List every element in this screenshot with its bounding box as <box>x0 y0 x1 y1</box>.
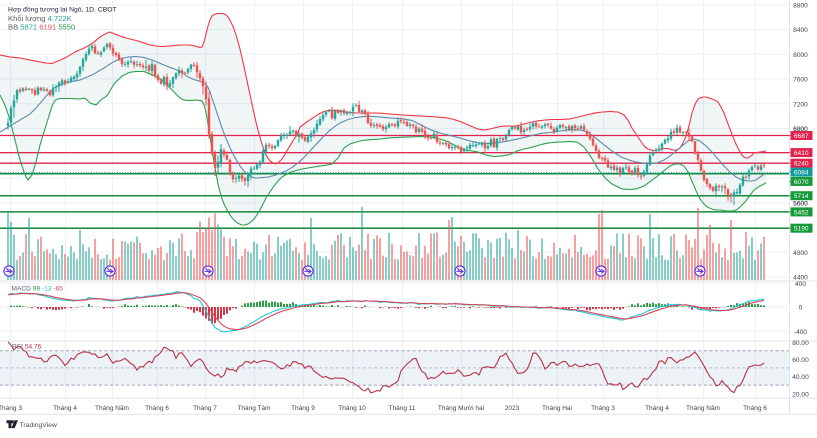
svg-text:5190: 5190 <box>794 226 809 233</box>
svg-text:8400: 8400 <box>793 27 808 34</box>
svg-text:-400: -400 <box>794 329 808 336</box>
svg-text:7200: 7200 <box>793 101 808 108</box>
svg-text:60.00: 60.00 <box>792 357 809 364</box>
svg-text:6240: 6240 <box>794 161 809 168</box>
svg-text:BB 5871 6191 5550: BB 5871 6191 5550 <box>8 23 75 32</box>
svg-text:5600: 5600 <box>793 200 808 207</box>
svg-text:Tháng 11: Tháng 11 <box>389 405 416 412</box>
svg-text:6084: 6084 <box>794 169 809 176</box>
svg-text:6410: 6410 <box>794 150 809 157</box>
svg-text:Tháng Mười hai: Tháng Mười hai <box>438 405 484 412</box>
svg-text:6687: 6687 <box>794 133 809 140</box>
svg-text:8800: 8800 <box>793 2 808 9</box>
svg-text:2023: 2023 <box>505 405 520 412</box>
svg-text:400: 400 <box>795 281 806 288</box>
svg-text:6800: 6800 <box>793 126 808 133</box>
svg-text:7600: 7600 <box>793 77 808 84</box>
svg-text:5714: 5714 <box>794 193 809 200</box>
svg-text:Hợp đồng tương lai Ngô, 1D, CB: Hợp đồng tương lai Ngô, 1D, CBOT <box>8 5 117 14</box>
svg-text:RSI 54.76: RSI 54.76 <box>12 344 42 351</box>
svg-text:MACD 99 -13 -65: MACD 99 -13 -65 <box>12 286 64 293</box>
svg-text:Tháng 4: Tháng 4 <box>53 405 77 412</box>
svg-text:5452: 5452 <box>794 209 809 216</box>
svg-text:TradingView: TradingView <box>20 422 57 429</box>
svg-text:0: 0 <box>799 305 803 312</box>
svg-text:80.00: 80.00 <box>792 340 809 347</box>
svg-text:5600: 5600 <box>793 200 808 207</box>
svg-text:Khối lượng 4.722K: Khối lượng 4.722K <box>8 14 72 23</box>
svg-text:Tháng 7: Tháng 7 <box>193 405 217 412</box>
svg-text:4800: 4800 <box>793 250 808 257</box>
svg-text:20.00: 20.00 <box>792 391 809 398</box>
svg-text:Tháng Hai: Tháng Hai <box>542 405 572 412</box>
svg-text:Tháng 10: Tháng 10 <box>338 405 366 412</box>
svg-text:Tháng Năm: Tháng Năm <box>686 405 720 412</box>
svg-text:Tháng Năm: Tháng Năm <box>95 405 129 412</box>
svg-text:Tháng 4: Tháng 4 <box>645 405 669 412</box>
svg-text:4400: 4400 <box>793 275 808 282</box>
svg-text:40.00: 40.00 <box>792 374 809 381</box>
svg-text:6800: 6800 <box>793 126 808 133</box>
svg-text:Tháng Tám: Tháng Tám <box>237 405 270 412</box>
svg-text:6070: 6070 <box>794 179 809 186</box>
svg-text:Tháng 6: Tháng 6 <box>743 405 767 412</box>
svg-text:Tháng 3: Tháng 3 <box>591 405 615 412</box>
svg-text:Tháng 3: Tháng 3 <box>0 405 22 412</box>
svg-text:Tháng 6: Tháng 6 <box>145 405 169 412</box>
svg-text:Tháng 9: Tháng 9 <box>291 405 315 412</box>
svg-text:8000: 8000 <box>793 52 808 59</box>
